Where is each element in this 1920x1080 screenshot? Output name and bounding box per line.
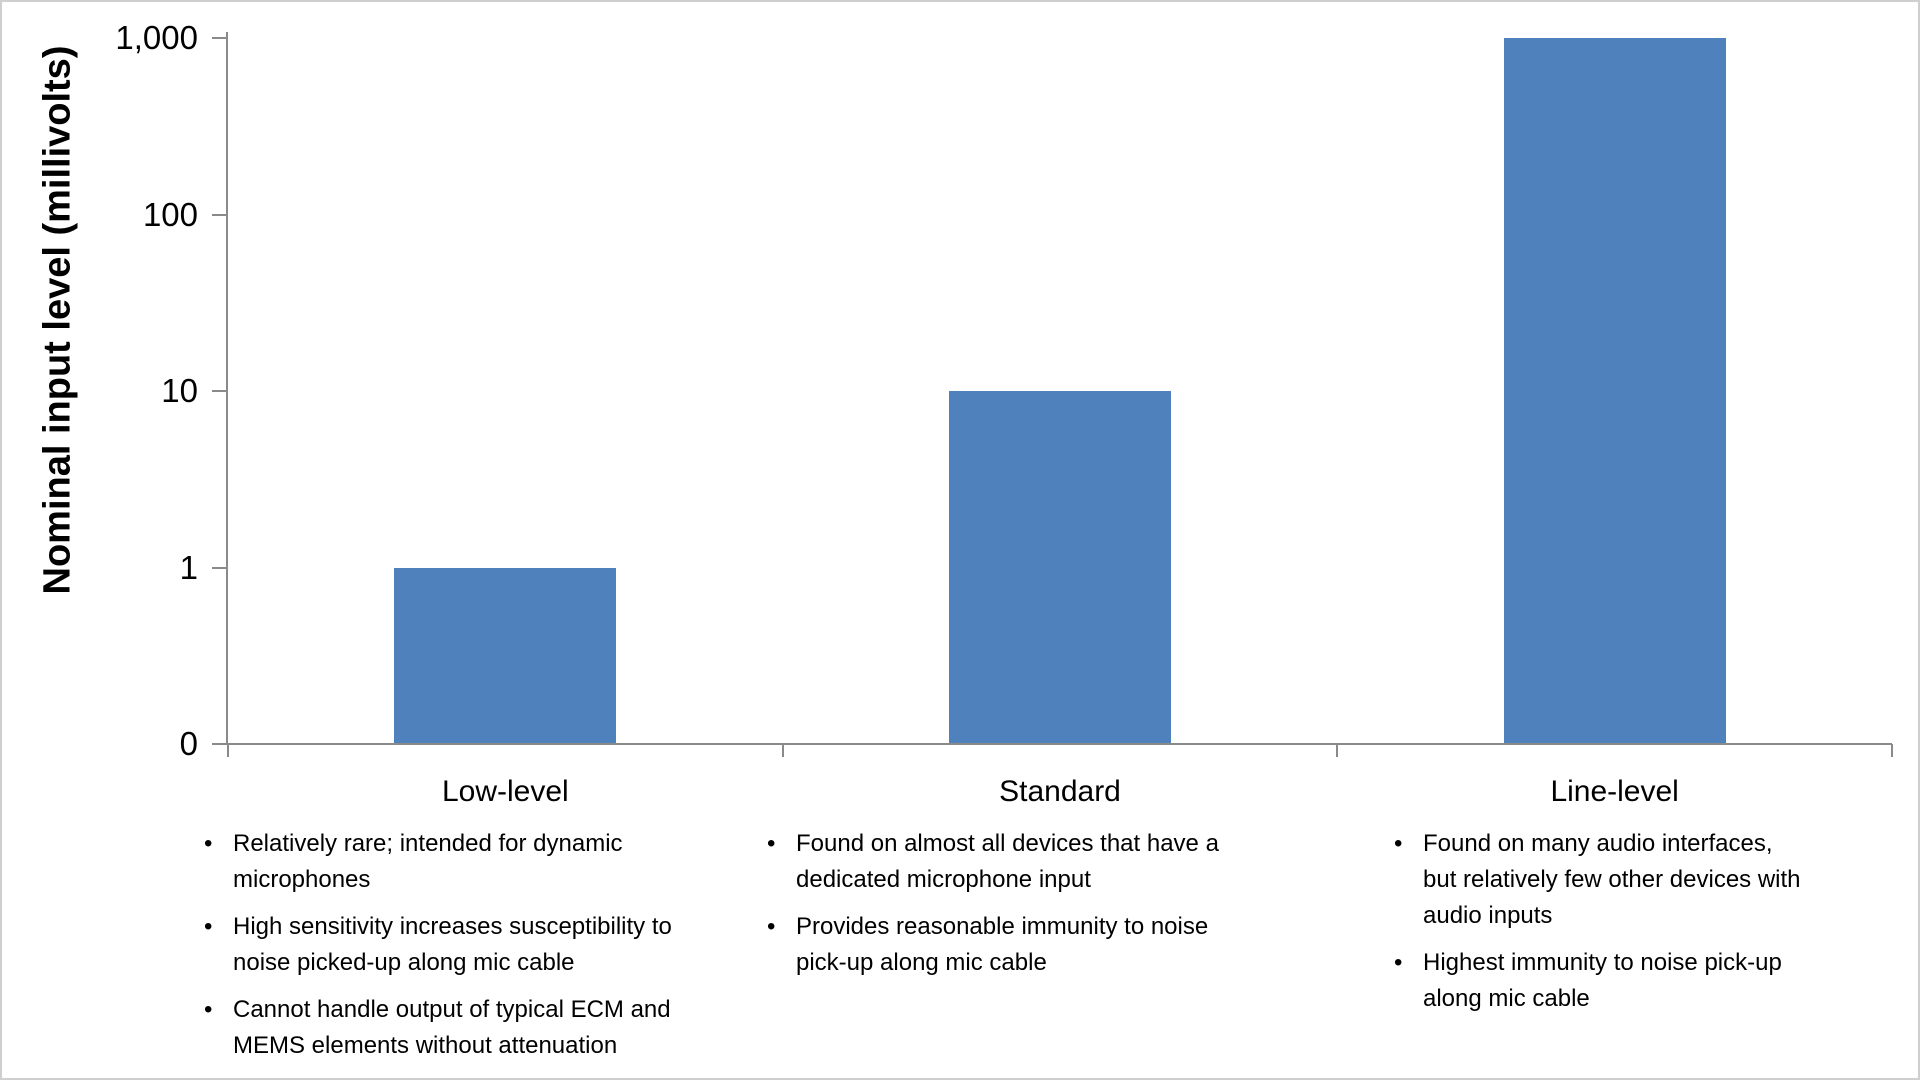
category-label: Standard [999, 775, 1121, 808]
bar-low-level [394, 567, 617, 744]
notes-column-line-level: Found on many audio interfaces, but rela… [1392, 826, 1912, 1028]
x-tick-mark [1336, 744, 1339, 757]
note-bullet: High sensitivity increases susceptibilit… [202, 909, 782, 981]
x-tick-mark [781, 744, 784, 757]
y-tick-mark [212, 743, 228, 745]
note-bullet: Highest immunity to noise pick-up along … [1392, 945, 1912, 1017]
x-axis-line [228, 743, 1892, 745]
y-tick-label: 0 [179, 725, 198, 762]
note-bullet: Found on almost all devices that have a … [765, 826, 1320, 898]
y-axis-line [226, 32, 228, 744]
note-bullet: Cannot handle output of typical ECM and … [202, 992, 782, 1064]
bar-standard [949, 391, 1171, 744]
x-tick-mark [227, 744, 229, 757]
y-tick-mark [212, 37, 228, 40]
y-tick-label: 100 [142, 195, 198, 233]
y-tick-label: 1 [179, 548, 198, 586]
y-tick-label: 1,000 [115, 19, 198, 57]
notes-column-low-level: Relatively rare; intended for dynamic mi… [202, 826, 782, 1075]
y-tick-label: 10 [161, 372, 198, 410]
category-label: Line-level [1550, 775, 1679, 808]
note-bullet: Found on many audio interfaces, but rela… [1392, 826, 1912, 934]
y-tick-mark [212, 566, 228, 569]
category-label: Low-level [441, 775, 569, 808]
note-bullet: Provides reasonable immunity to noise pi… [765, 909, 1320, 981]
y-tick-mark [212, 213, 228, 216]
notes-column-standard: Found on almost all devices that have a … [765, 826, 1320, 992]
y-tick-mark [212, 390, 228, 393]
bar-line-level [1503, 38, 1726, 744]
y-axis-title: Nominal input level (millivolts) [36, 45, 79, 595]
x-tick-mark [1891, 744, 1893, 757]
note-bullet: Relatively rare; intended for dynamic mi… [202, 826, 782, 898]
